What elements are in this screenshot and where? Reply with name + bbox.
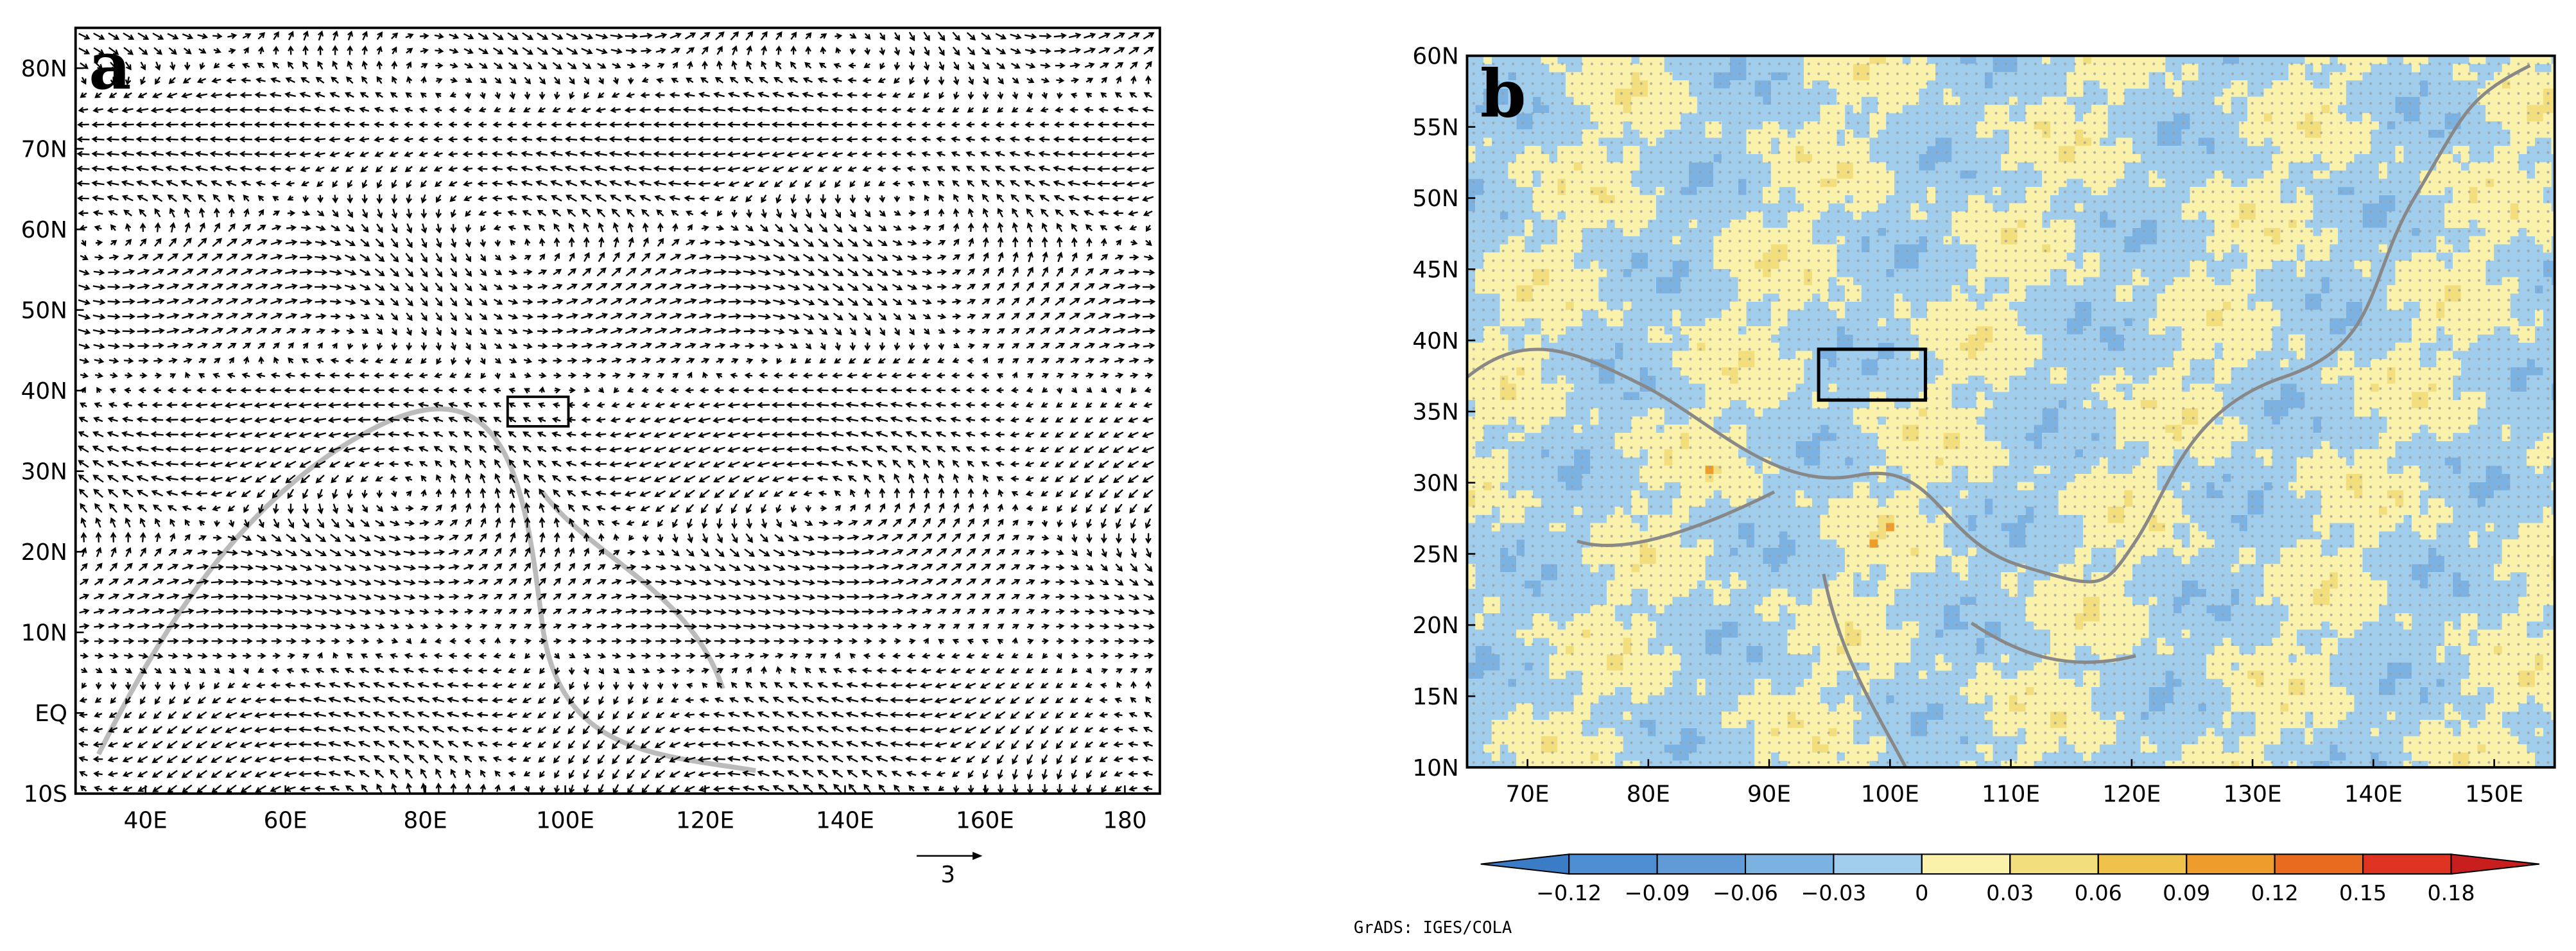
colorbar-label: 0.09 (2163, 880, 2210, 905)
colorbar-segment (1568, 853, 1658, 875)
colorbar-segment (2186, 853, 2276, 875)
colorbar-label: −0.03 (1801, 880, 1866, 905)
x-tick-label: 120E (676, 808, 734, 834)
colorbar-segment (1656, 853, 1747, 875)
colorbar-label: 0.12 (2251, 880, 2299, 905)
y-tick-label: 20N (1412, 613, 1458, 639)
reference-vector-head (972, 851, 983, 860)
colorbar-segment (2009, 853, 2099, 875)
panel-b-map (1467, 55, 2555, 768)
significance-dots (1467, 55, 2555, 768)
x-tick-label: 130E (2224, 781, 2282, 808)
y-tick-label: 45N (1412, 257, 1458, 283)
colorbar-segment (1921, 853, 2011, 875)
wind-vectors (76, 30, 1156, 794)
y-tick-label: 15N (1412, 684, 1458, 710)
y-tick-label: 30N (21, 459, 67, 485)
y-tick-label: 80N (21, 56, 67, 82)
x-tick-label: 80E (1627, 781, 1670, 808)
y-tick-label: 10N (1412, 755, 1458, 781)
x-tick-label: 120E (2102, 781, 2161, 808)
x-tick-label: 110E (1982, 781, 2040, 808)
colorbar-label: −0.06 (1713, 880, 1778, 905)
y-tick-label: 55N (1412, 114, 1458, 141)
colorbar-end (2450, 853, 2540, 875)
panel-a-map (76, 30, 1156, 794)
y-tick-label: 40N (21, 378, 67, 405)
x-tick-label: 160E (956, 808, 1014, 834)
y-tick-label: 10S (24, 781, 67, 808)
x-tick-label: 70E (1505, 781, 1549, 808)
x-tick-label: 100E (536, 808, 594, 834)
x-tick-label: 140E (2344, 781, 2403, 808)
x-tick-label: 100E (1861, 781, 1919, 808)
coastline (1467, 64, 2531, 584)
panel-label: a (89, 28, 131, 105)
region-box (1817, 347, 1928, 402)
x-tick-label: 60E (264, 808, 307, 834)
colorbar-label: 0.03 (1986, 880, 2034, 905)
map-frame (74, 26, 1161, 795)
y-tick-label: 30N (1412, 471, 1458, 497)
colorbar-label: 0.15 (2339, 880, 2387, 905)
colorbar-label: −0.09 (1625, 880, 1690, 905)
colorbar-end (1480, 853, 1570, 875)
y-tick-label: 40N (1412, 328, 1458, 354)
y-tick-label: 60N (1412, 44, 1458, 70)
colorbar-segment (1833, 853, 1923, 875)
y-tick-label: 35N (1412, 399, 1458, 426)
panel-label: b (1480, 55, 1526, 132)
y-tick-label: 60N (21, 217, 67, 243)
y-tick-label: 70N (21, 136, 67, 162)
x-tick-label: 150E (2465, 781, 2523, 808)
coastline (96, 406, 756, 773)
y-tick-label: EQ (35, 701, 67, 727)
colorbar-segment (2362, 853, 2452, 875)
colorbar-label: 0.18 (2427, 880, 2475, 905)
colorbar-segment (2097, 853, 2188, 875)
coastline (1577, 490, 2136, 768)
y-tick-label: 10N (21, 620, 67, 647)
colorbar-segment (2274, 853, 2364, 875)
x-tick-label: 40E (124, 808, 168, 834)
y-tick-label: 50N (1412, 186, 1458, 212)
x-tick-label: 80E (404, 808, 447, 834)
credit: GrADS: IGES/COLA (1354, 918, 1512, 938)
region-box (506, 396, 570, 428)
x-tick-label: 180 (1103, 808, 1146, 834)
vector-scale-label: 3 (940, 862, 955, 888)
colorbar-segment (1744, 853, 1835, 875)
colorbar-label: −0.12 (1536, 880, 1602, 905)
colorbar-label: 0 (1915, 880, 1928, 905)
y-tick-label: 50N (21, 298, 67, 324)
y-tick-label: 20N (21, 539, 67, 566)
x-tick-label: 90E (1747, 781, 1791, 808)
colorbar-label: 0.06 (2075, 880, 2122, 905)
x-tick-label: 140E (816, 808, 874, 834)
y-tick-label: 25N (1412, 541, 1458, 568)
